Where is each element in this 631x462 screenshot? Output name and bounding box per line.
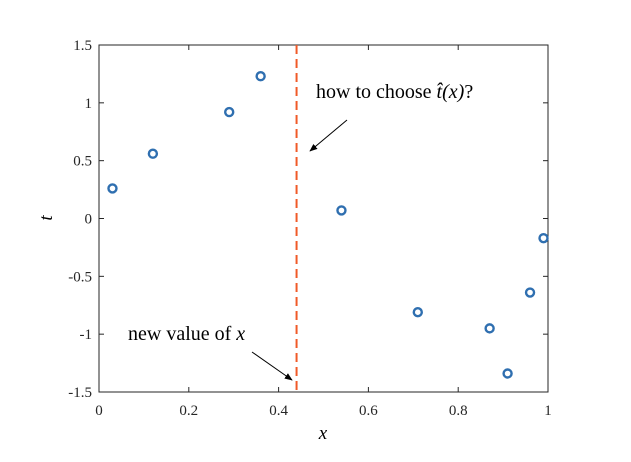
data-point (538, 232, 549, 244)
data-point (255, 71, 266, 82)
x-tick-label: 1 (544, 403, 552, 419)
data-points (107, 71, 549, 379)
x-tick-label: 0.8 (449, 403, 468, 419)
data-point (412, 306, 423, 318)
data-point (484, 323, 495, 334)
x-tick-label: 0 (95, 403, 103, 419)
annotation-arrow-lower (251, 351, 293, 381)
y-tick-label: -1.5 (68, 385, 92, 401)
y-tick-label: 1 (85, 96, 93, 112)
y-tick-label: 0 (85, 212, 93, 228)
plot-area (98, 44, 549, 393)
annotation-new-value: new value of x (128, 323, 245, 345)
y-axis-label: t (36, 215, 57, 221)
annotation-arrow-upper (309, 119, 348, 152)
annotation-math-t-hat: t̂(x) (436, 81, 464, 103)
data-point (524, 287, 536, 298)
y-tick-label: 1.5 (73, 38, 92, 54)
annotation-choose-t: how to choose t̂(x)? (316, 81, 473, 103)
x-tick-label: 0.6 (359, 403, 378, 419)
data-point (107, 183, 118, 194)
x-axis-label: x (318, 423, 328, 444)
data-point (336, 205, 347, 216)
x-axis: 0 0.2 0.4 0.6 0.8 1 (95, 45, 552, 419)
x-tick-label: 0.4 (269, 403, 288, 419)
data-point (147, 148, 159, 159)
data-point (502, 368, 513, 379)
y-axis: -1.5 -1 -0.5 0 0.5 1 1.5 (68, 38, 548, 401)
y-tick-label: -0.5 (68, 269, 92, 285)
y-tick-label: 0.5 (73, 154, 92, 170)
data-point (224, 106, 235, 118)
annotation-math-x: x (235, 323, 245, 345)
y-tick-label: -1 (80, 327, 93, 343)
x-tick-label: 0.2 (179, 403, 198, 419)
